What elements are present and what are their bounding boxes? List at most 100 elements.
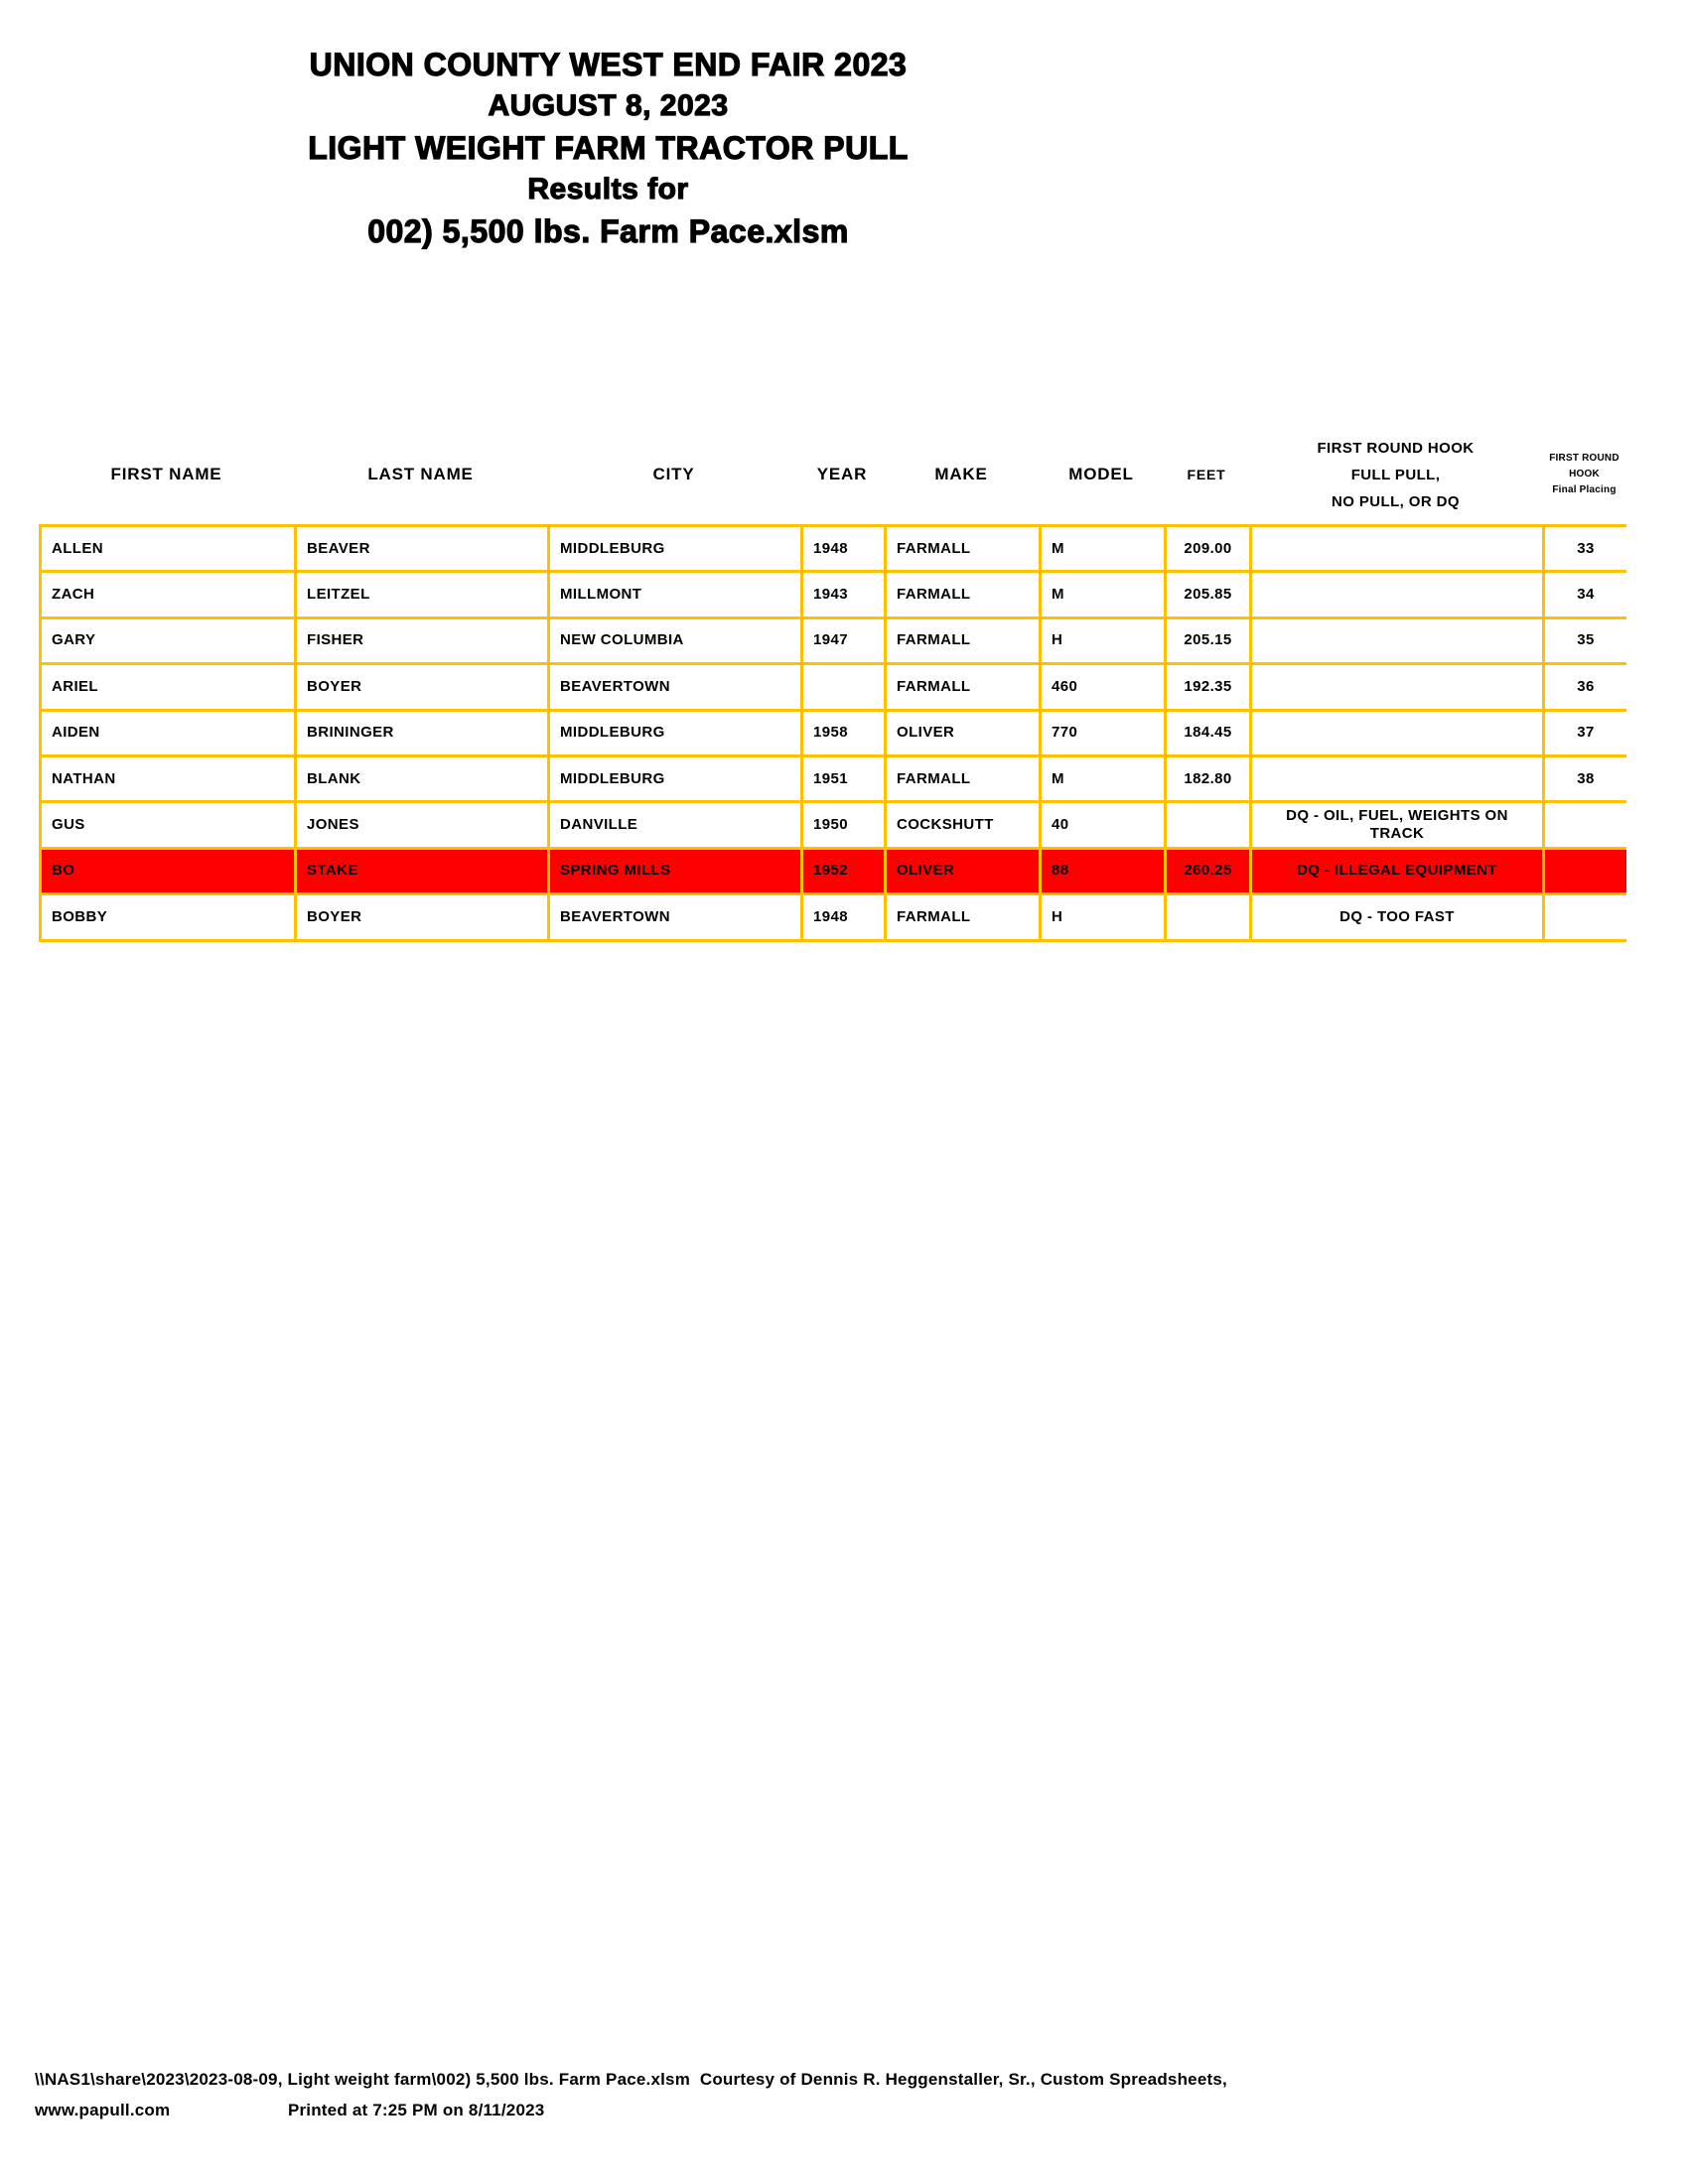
cell-model: M (1039, 570, 1164, 616)
cell-first-name: ZACH (39, 570, 294, 616)
cell-first-name: GUS (39, 800, 294, 847)
cell-last-name: BLANK (294, 753, 547, 801)
page-footer: \\NAS1\share\2023\2023-08-09, Light weig… (35, 2069, 1227, 2121)
cell-make: FARMALL (884, 570, 1039, 616)
cell-model: M (1039, 524, 1164, 571)
footer-line2: www.papull.com Printed at 7:25 PM on 8/1… (35, 2100, 1227, 2121)
cell-first-name: GARY (39, 615, 294, 663)
cell-make: COCKSHUTT (884, 800, 1039, 847)
cell-make: OLIVER (884, 846, 1039, 893)
col-header-last-name: LAST NAME (367, 465, 474, 483)
cell-placing (1542, 892, 1626, 939)
cell-make: FARMALL (884, 892, 1039, 939)
footer-website: www.papull.com (35, 2101, 171, 2119)
event-date: AUGUST 8, 2023 (488, 88, 729, 122)
cell-feet: 205.85 (1164, 570, 1249, 616)
results-for-label: Results for (527, 172, 689, 205)
cell-last-name: BOYER (294, 892, 547, 939)
cell-model: M (1039, 753, 1164, 801)
cell-model: 88 (1039, 846, 1164, 893)
cell-placing: 35 (1542, 615, 1626, 663)
col-header-first-name: FIRST NAME (110, 465, 222, 483)
col-header-model: MODEL (1068, 465, 1134, 483)
col-header-year: YEAR (816, 465, 868, 483)
cell-year (800, 662, 884, 709)
cell-last-name: BRININGER (294, 708, 547, 754)
cell-feet: 260.25 (1164, 846, 1249, 893)
col-header-first-round-hook: FIRST ROUND HOOK FULL PULL, NO PULL, OR … (1249, 425, 1542, 524)
col-header-make: MAKE (934, 465, 988, 483)
cell-first-name: NATHAN (39, 753, 294, 801)
cell-placing: 36 (1542, 662, 1626, 709)
cell-feet: 205.15 (1164, 615, 1249, 663)
cell-feet: 209.00 (1164, 524, 1249, 571)
cell-model: 460 (1039, 662, 1164, 709)
cell-city: MILLMONT (547, 570, 800, 616)
cell-year: 1958 (800, 708, 884, 754)
cell-make: FARMALL (884, 753, 1039, 801)
col-header-final-placing: FIRST ROUND HOOK Final Placing (1542, 425, 1626, 524)
cell-city: MIDDLEBURG (547, 708, 800, 754)
page-title: UNION COUNTY WEST END FAIR 2023 (309, 46, 908, 82)
event-class-title: LIGHT WEIGHT FARM TRACTOR PULL (308, 129, 909, 166)
cell-feet (1164, 800, 1249, 847)
results-filename: 002) 5,500 lbs. Farm Pace.xlsm (367, 212, 849, 249)
title-block: UNION COUNTY WEST END FAIR 2023 AUGUST 8… (0, 44, 1216, 252)
cell-city: BEAVERTOWN (547, 662, 800, 709)
cell-hook: DQ - ILLEGAL EQUIPMENT (1249, 846, 1542, 893)
cell-city: MIDDLEBURG (547, 524, 800, 571)
cell-city: SPRING MILLS (547, 846, 800, 893)
cell-first-name: AIDEN (39, 708, 294, 754)
cell-first-name: BOBBY (39, 892, 294, 939)
col-header-feet: FEET (1187, 467, 1226, 482)
cell-feet: 184.45 (1164, 708, 1249, 754)
cell-city: DANVILLE (547, 800, 800, 847)
cell-hook (1249, 708, 1542, 754)
cell-year: 1943 (800, 570, 884, 616)
col-header-placing-line2: HOOK (1569, 469, 1600, 479)
cell-placing: 37 (1542, 708, 1626, 754)
cell-feet: 182.80 (1164, 753, 1249, 801)
cell-placing (1542, 846, 1626, 893)
cell-last-name: BOYER (294, 662, 547, 709)
cell-placing: 33 (1542, 524, 1626, 571)
cell-last-name: LEITZEL (294, 570, 547, 616)
cell-city: NEW COLUMBIA (547, 615, 800, 663)
cell-hook: DQ - OIL, FUEL, WEIGHTS ON TRACK (1249, 800, 1542, 847)
cell-hook (1249, 524, 1542, 571)
cell-make: OLIVER (884, 708, 1039, 754)
cell-feet: 192.35 (1164, 662, 1249, 709)
cell-first-name: BO (39, 846, 294, 893)
cell-year: 1948 (800, 524, 884, 571)
cell-hook (1249, 662, 1542, 709)
cell-feet (1164, 892, 1249, 939)
cell-hook (1249, 615, 1542, 663)
cell-hook (1249, 570, 1542, 616)
cell-placing: 34 (1542, 570, 1626, 616)
cell-model: 40 (1039, 800, 1164, 847)
cell-make: FARMALL (884, 662, 1039, 709)
cell-year: 1952 (800, 846, 884, 893)
cell-placing: 38 (1542, 753, 1626, 801)
cell-year: 1948 (800, 892, 884, 939)
col-header-placing-line3: Final Placing (1552, 484, 1617, 495)
cell-model: 770 (1039, 708, 1164, 754)
cell-city: BEAVERTOWN (547, 892, 800, 939)
cell-year: 1950 (800, 800, 884, 847)
cell-hook: DQ - TOO FAST (1249, 892, 1542, 939)
col-header-hook-line3: NO PULL, OR DQ (1332, 492, 1460, 510)
cell-first-name: ALLEN (39, 524, 294, 571)
cell-first-name: ARIEL (39, 662, 294, 709)
col-header-hook-line1: FIRST ROUND HOOK (1317, 439, 1475, 457)
results-table: ALLEN BEAVER MIDDLEBURG 1948 FARMALL M 2… (39, 524, 1626, 942)
cell-year: 1951 (800, 753, 884, 801)
cell-make: FARMALL (884, 615, 1039, 663)
cell-last-name: FISHER (294, 615, 547, 663)
footer-file-path: \\NAS1\share\2023\2023-08-09, Light weig… (35, 2070, 1227, 2089)
cell-model: H (1039, 615, 1164, 663)
cell-make: FARMALL (884, 524, 1039, 571)
col-header-city: CITY (652, 465, 695, 483)
cell-city: MIDDLEBURG (547, 753, 800, 801)
col-header-placing-line1: FIRST ROUND (1549, 453, 1619, 464)
